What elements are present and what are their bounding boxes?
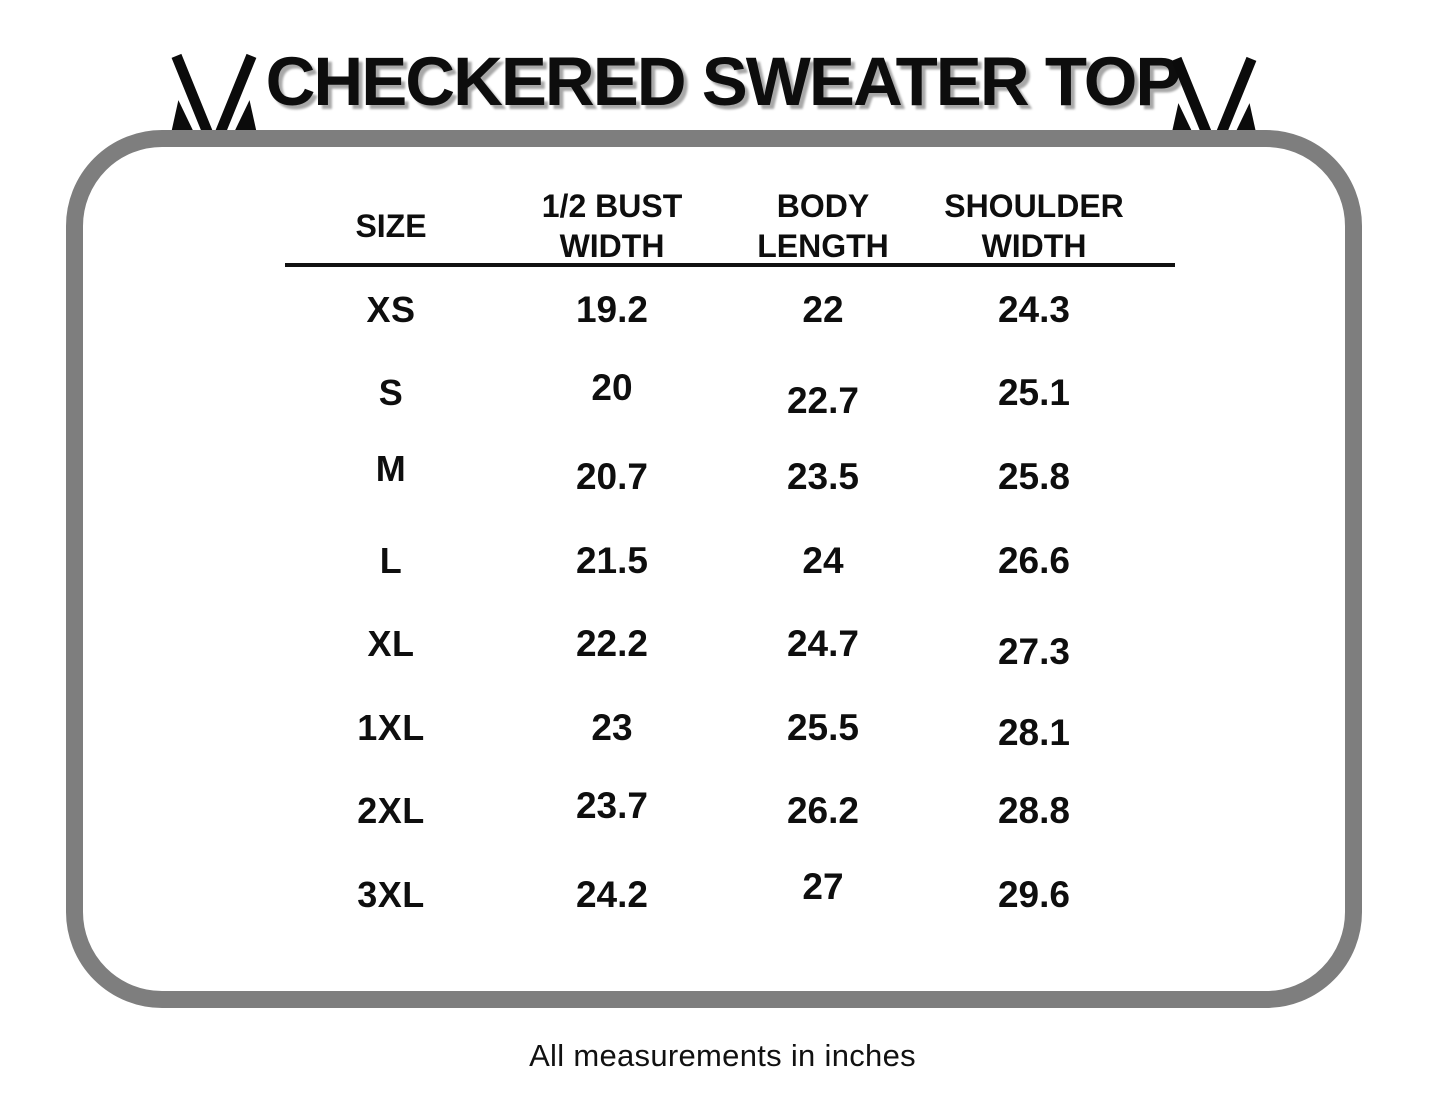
body-length-cell: 26.2 [786, 790, 859, 832]
shoulder-width-cell: 29.6 [997, 873, 1070, 915]
table-header-row: SIZE 1/2 BUST WIDTH BODY LENGTH SHOULDER… [285, 186, 1149, 266]
shoulder-width-cell: 25.8 [997, 455, 1070, 497]
half-bust-width-cell: 21.5 [575, 539, 648, 581]
size-cell: 2XL [357, 790, 425, 832]
shoulder-width-cell: 27.3 [997, 631, 1070, 673]
shoulder-width-cell: 26.6 [997, 539, 1070, 581]
page-title: CHECKERED SWEATER TOP [265, 42, 1182, 120]
size-cell: XS [366, 288, 416, 330]
body-length-cell: 25.5 [786, 706, 859, 748]
body-length-cell: 22 [802, 288, 844, 330]
half-bust-width-cell: 19.2 [575, 288, 648, 330]
body-length-cell: 24 [802, 539, 844, 581]
body-length-cell: 24.7 [786, 623, 859, 665]
body-length-cell: 27 [802, 865, 844, 907]
shoulder-width-cell: 28.8 [997, 790, 1070, 832]
shoulder-width-cell: 28.1 [997, 711, 1070, 753]
size-cell: XL [367, 623, 415, 665]
half-bust-width-cell: 20 [591, 367, 633, 409]
half-bust-width-cell: 22.2 [575, 623, 648, 665]
size-cell: 3XL [357, 873, 425, 915]
page-header: CHECKERED SWEATER TOP [0, 22, 1445, 159]
half-bust-width-cell: 23.7 [575, 785, 648, 827]
column-header-size: SIZE [355, 208, 427, 244]
half-bust-width-cell: 24.2 [575, 873, 648, 915]
size-cell: 1XL [357, 706, 425, 748]
size-cell: M [375, 447, 407, 489]
body-length-cell: 22.7 [786, 380, 859, 422]
size-cell: S [378, 372, 404, 414]
body-length-cell: 23.5 [786, 455, 859, 497]
column-header-body-length: BODY LENGTH [757, 188, 889, 264]
half-bust-width-cell: 23 [591, 706, 633, 748]
units-note: All measurements in inches [529, 1038, 916, 1073]
size-cell: L [379, 539, 403, 581]
half-bust-width-cell: 20.7 [575, 455, 648, 497]
chart-frame [66, 130, 1362, 1008]
column-header-shoulder-width: SHOULDER WIDTH [944, 188, 1124, 264]
table-body: XS 19.2 22 24.3 S 20 22.7 25.1 M 20.7 23… [285, 268, 1149, 937]
shoulder-width-cell: 24.3 [997, 288, 1070, 330]
header-divider-line [285, 263, 1175, 267]
column-header-half-bust-width: 1/2 BUST WIDTH [541, 188, 683, 264]
shoulder-width-cell: 25.1 [997, 372, 1070, 414]
